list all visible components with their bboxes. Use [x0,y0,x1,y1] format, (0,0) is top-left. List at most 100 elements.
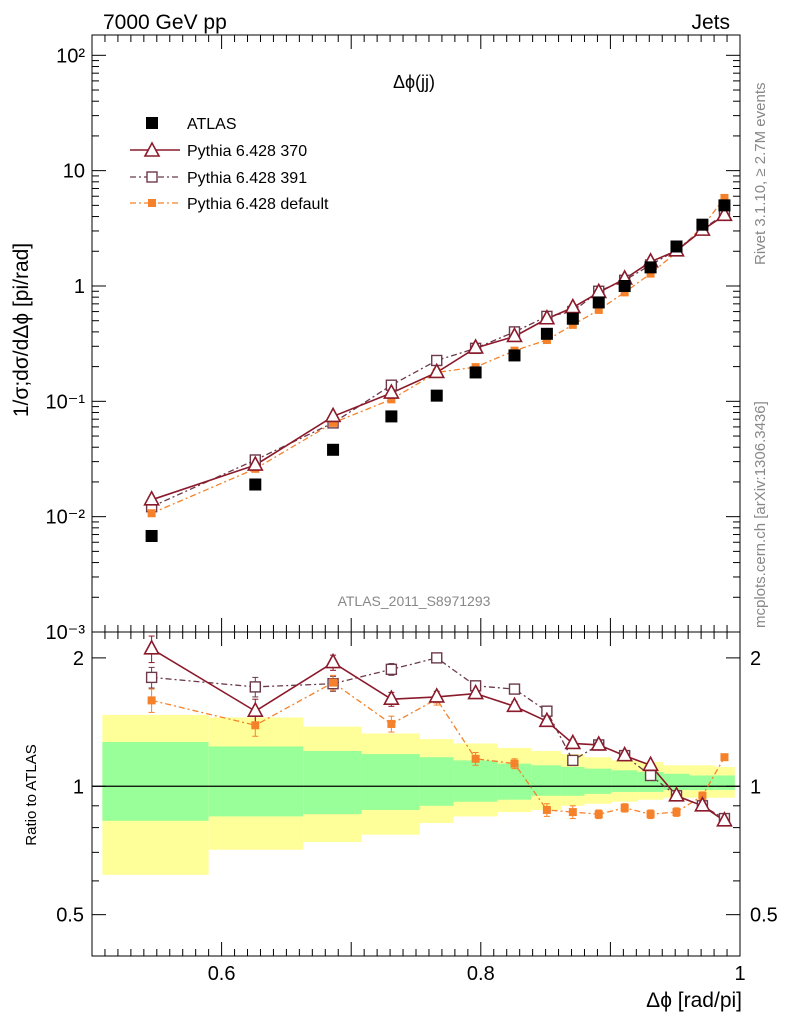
legend-marker-p370 [143,141,161,157]
band-inner [419,757,454,806]
band-inner [531,765,562,796]
data-point-pdef [542,336,551,345]
data-point-p391 [644,769,657,782]
data-point-pdef [646,810,655,819]
ratio-plot: 0.6 0.8 1 0.5 0.5 1 1 2 2 [56,631,778,985]
data-point-atlas [592,296,605,309]
data-point-p370 [246,455,264,471]
data-point-p370 [324,652,342,669]
data-point-atlas [249,478,262,491]
analysis-id-label: ATLAS_2011_S8971293 [338,593,491,609]
data-point-pdef [542,805,551,814]
band-inner [303,750,362,815]
data-point-pdef [471,754,480,763]
ratio-y-tick-label: 2 [73,648,84,670]
main-y-tick-label: 1 [74,276,85,298]
data-point-p370 [564,733,582,750]
data-point-p370 [590,735,608,751]
data-point-atlas [696,218,709,231]
main-title: Δϕ(jj) [393,72,435,92]
main-y-tick-label: 10⁻¹ [46,391,86,413]
data-point-atlas [508,349,521,362]
main-ylabel: 1/σ;dσ/dΔϕ [pi/rad] [10,243,33,417]
ratio-x-tick-label: 0.6 [208,963,236,985]
data-point-p391 [431,652,443,664]
data-point-pdef [510,759,519,768]
data-point-pdef [251,721,260,730]
main-y-tick-label: 10⁻³ [46,622,86,644]
data-point-atlas [540,327,553,340]
data-point-p370 [716,811,733,827]
ratio-y-tick-label-right: 0.5 [750,905,778,927]
data-point-atlas [430,389,443,402]
band-inner [584,768,612,794]
data-point-pdef [620,288,629,297]
band-inner [497,763,532,800]
data-point-atlas [718,199,731,212]
data-point-pdef [329,678,338,687]
rivet-version-label: Rivet 3.1.10, ≥ 2.7M events [752,83,769,266]
data-point-pdef [720,193,729,202]
data-point-pdef [568,808,577,817]
ratio-y-tick-label-right: 1 [750,776,761,798]
band-inner [102,742,209,821]
data-point-p370 [246,701,264,717]
data-point-p370 [538,711,556,728]
data-point-pdef [594,305,603,314]
ratio-x-tick-label: 0.8 [467,963,495,985]
source-label: mcplots.cern.ch [arXiv:1306.3436] [752,401,769,628]
band-inner [561,766,585,796]
data-point-p370 [716,205,733,222]
band-inner [715,775,735,791]
data-point-p370 [616,745,633,762]
data-point-atlas [385,410,398,423]
ratio-y-tick-label: 1 [73,776,84,798]
data-point-p370 [506,326,523,343]
data-point-pdef [147,696,156,705]
data-point-p370 [383,689,400,706]
band-inner [361,754,420,810]
data-point-p370 [538,309,556,325]
data-point-p370 [383,383,400,399]
header-left: 7000 GeV pp [103,11,227,34]
main-plot: 10⁻³ 10⁻² 10⁻¹ 1 10 10² [46,34,741,644]
data-point-p370 [564,297,582,314]
data-point-p370 [467,683,484,700]
ratio-x-tick-label: 1 [734,963,745,985]
band-inner [453,760,498,802]
data-point-p370 [467,338,484,354]
band-inner [689,775,716,791]
data-point-atlas [644,261,657,274]
legend-label-atlas: ATLAS [187,116,237,133]
data-point-p370 [642,755,659,772]
legend-marker-atlas [146,117,158,129]
data-point-p391 [385,663,398,676]
data-point-pdef [568,320,577,329]
data-point-atlas [469,366,482,379]
data-point-p370 [694,796,711,812]
data-point-atlas [327,443,340,456]
header-right: Jets [691,11,730,34]
legend-label-p391: Pythia 6.428 391 [187,170,307,187]
legend-marker-pdef [148,199,156,207]
data-point-pdef [594,810,603,819]
band-inner [611,770,638,792]
data-point-p370 [506,696,523,713]
data-point-pdef [387,395,396,404]
data-point-p391 [145,671,158,684]
data-point-pdef [329,418,338,427]
ratio-line-p391 [151,657,725,820]
main-y-tick-label: 10 [63,161,85,183]
legend-marker-p391 [146,171,158,183]
data-point-pdef [698,791,707,800]
legend: ATLAS Pythia 6.428 370 Pythia 6.428 391 … [130,116,329,213]
data-point-p370 [428,687,446,703]
data-point-atlas [618,279,631,292]
data-point-atlas [670,240,683,253]
data-point-p370 [668,786,685,802]
data-point-pdef [720,753,729,762]
data-point-p391 [567,754,579,767]
data-point-p370 [324,406,342,423]
data-point-pdef [620,803,629,812]
